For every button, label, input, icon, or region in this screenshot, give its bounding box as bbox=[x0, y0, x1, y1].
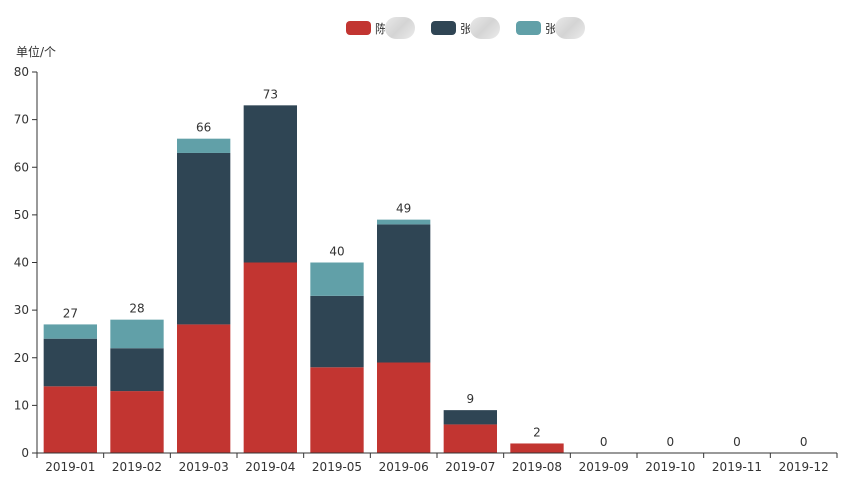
bar-total-label: 73 bbox=[263, 87, 278, 101]
y-tick-label: 0 bbox=[21, 446, 29, 460]
y-tick-label: 70 bbox=[14, 113, 29, 127]
legend-label: 陈 bbox=[375, 21, 385, 36]
bar-segment-series-1 bbox=[443, 410, 497, 425]
bar-total-label: 27 bbox=[63, 306, 78, 320]
redaction-blur bbox=[470, 17, 500, 39]
bar-segment-series-0 bbox=[443, 424, 497, 453]
bar-segment-series-2 bbox=[43, 324, 97, 339]
redaction-blur bbox=[555, 17, 585, 39]
x-tick-label: 2019-04 bbox=[245, 460, 295, 474]
bar-segment-series-1 bbox=[177, 152, 231, 325]
bar-total-label: 0 bbox=[733, 435, 741, 449]
legend-label: 张 bbox=[545, 21, 555, 36]
bar-segment-series-0 bbox=[43, 386, 97, 453]
legend-swatch bbox=[346, 21, 371, 35]
y-tick-label: 80 bbox=[14, 65, 29, 79]
bar-segment-series-0 bbox=[110, 391, 164, 453]
y-axis-unit-label: 单位/个 bbox=[16, 45, 57, 59]
bar-total-label: 40 bbox=[329, 245, 344, 259]
x-tick-label: 2019-08 bbox=[512, 460, 562, 474]
x-tick-label: 2019-11 bbox=[712, 460, 762, 474]
bar-segment-series-0 bbox=[310, 367, 364, 453]
legend-item-series-1[interactable]: 张 bbox=[431, 17, 510, 39]
redaction-blur bbox=[385, 17, 415, 39]
x-tick-label: 2019-12 bbox=[779, 460, 829, 474]
x-tick-label: 2019-01 bbox=[45, 460, 95, 474]
bar-segment-series-2 bbox=[377, 219, 431, 225]
bar-total-label: 2 bbox=[533, 425, 541, 439]
x-tick-label: 2019-05 bbox=[312, 460, 362, 474]
x-tick-label: 2019-06 bbox=[379, 460, 429, 474]
y-tick-label: 20 bbox=[14, 351, 29, 365]
bar-segment-series-0 bbox=[510, 443, 564, 453]
bar-total-label: 0 bbox=[667, 435, 675, 449]
y-tick-label: 40 bbox=[14, 256, 29, 270]
x-tick-label: 2019-03 bbox=[179, 460, 229, 474]
bar-segment-series-2 bbox=[310, 262, 364, 296]
bar-segment-series-1 bbox=[243, 105, 297, 263]
bar-total-label: 28 bbox=[129, 302, 144, 316]
y-tick-label: 10 bbox=[14, 398, 29, 412]
y-tick-label: 50 bbox=[14, 208, 29, 222]
legend-item-series-0[interactable]: 陈 bbox=[346, 17, 425, 39]
legend-item-series-2[interactable]: 张 bbox=[516, 17, 595, 39]
bar-segment-series-1 bbox=[110, 348, 164, 392]
y-tick-label: 60 bbox=[14, 160, 29, 174]
bar-total-label: 0 bbox=[600, 435, 608, 449]
bar-total-label: 0 bbox=[800, 435, 808, 449]
x-tick-label: 2019-10 bbox=[645, 460, 695, 474]
x-tick-label: 2019-02 bbox=[112, 460, 162, 474]
y-tick-label: 30 bbox=[14, 303, 29, 317]
x-tick-label: 2019-07 bbox=[445, 460, 495, 474]
legend-swatch bbox=[516, 21, 541, 35]
bar-segment-series-1 bbox=[377, 224, 431, 363]
bar-segment-series-2 bbox=[177, 138, 231, 153]
bar-total-label: 49 bbox=[396, 202, 411, 216]
legend: 陈 张 张 bbox=[346, 17, 601, 39]
bar-segment-series-2 bbox=[110, 319, 164, 349]
bar-segment-series-1 bbox=[310, 295, 364, 368]
bar-segment-series-0 bbox=[177, 324, 231, 453]
bar-segment-series-0 bbox=[243, 262, 297, 453]
bar-segment-series-0 bbox=[377, 362, 431, 453]
x-tick-label: 2019-09 bbox=[579, 460, 629, 474]
bar-total-label: 9 bbox=[467, 392, 475, 406]
legend-swatch bbox=[431, 21, 456, 35]
bar-total-label: 66 bbox=[196, 121, 211, 135]
bar-segment-series-1 bbox=[43, 338, 97, 387]
legend-label: 张 bbox=[460, 21, 470, 36]
